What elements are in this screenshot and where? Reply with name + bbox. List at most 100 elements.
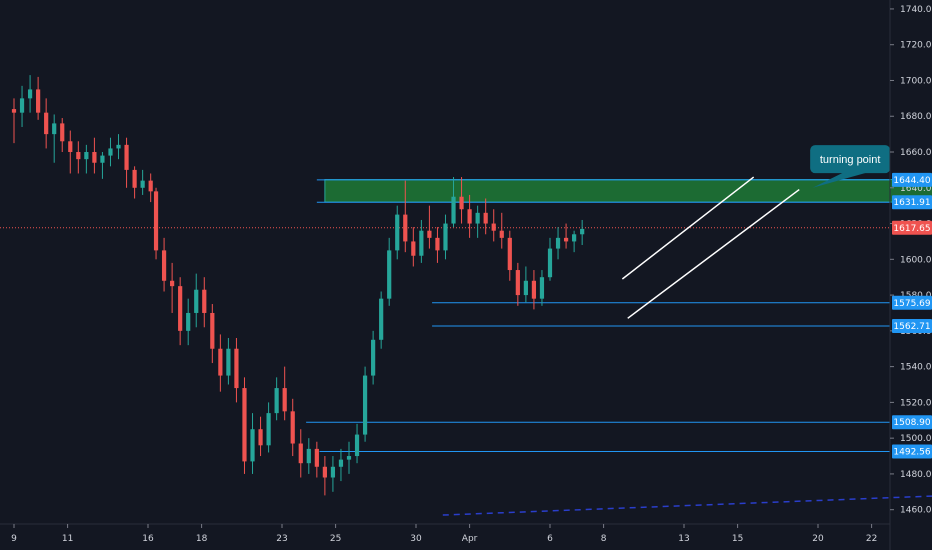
candle	[132, 166, 137, 199]
candle-body	[84, 152, 89, 160]
time-axis[interactable]: 9 11 16 18 23 25 30 Apr 6 8 13 15 20 22	[11, 524, 877, 544]
candle	[563, 223, 569, 249]
candle-body	[242, 388, 247, 462]
channel-lower-line[interactable]	[627, 188, 800, 319]
candle	[282, 366, 287, 421]
candle	[242, 377, 247, 474]
candle-body	[116, 144, 121, 149]
level-price-tag: 1562.71	[892, 319, 932, 334]
candle-body	[491, 223, 496, 231]
candle-body	[346, 456, 352, 460]
candle	[330, 456, 336, 492]
drawings-layer: turning point	[442, 145, 932, 516]
candle-body	[306, 448, 311, 464]
candle-body	[563, 237, 569, 242]
candle-body	[338, 459, 344, 467]
candle-body	[52, 123, 57, 135]
dashed-trendline[interactable]	[442, 486, 932, 516]
candle-body	[395, 214, 400, 251]
channel-upper-line[interactable]	[621, 176, 755, 280]
level-price-tag-text: 1492.56	[893, 447, 930, 457]
candle	[210, 304, 215, 364]
candle-body	[19, 98, 25, 113]
candle	[306, 438, 311, 474]
candle-body	[314, 448, 319, 467]
candle-body	[218, 348, 223, 376]
candle	[499, 212, 504, 249]
candle-body	[11, 109, 17, 113]
candle	[100, 152, 105, 179]
candle-body	[210, 312, 215, 349]
candle	[202, 277, 207, 328]
candle-body	[403, 214, 408, 242]
level-price-tag: 1492.56	[892, 444, 932, 459]
level-price-tag: 1575.69	[892, 295, 932, 310]
resistance-zone[interactable]	[324, 179, 932, 203]
level-price-tag-box	[892, 444, 932, 459]
price-tick-label: 1700.00	[900, 76, 932, 86]
candle	[153, 187, 159, 260]
candle	[68, 130, 73, 174]
candle-body	[555, 237, 561, 249]
candle-body	[148, 180, 153, 192]
candle-body	[186, 312, 191, 331]
candle-body	[580, 228, 585, 235]
level-price-tag-text: 1562.71	[893, 322, 930, 332]
candle-body	[387, 250, 392, 299]
candle	[19, 85, 25, 127]
candle	[362, 366, 368, 442]
price-tags-layer: 1644.40 1631.91 1575.69 1562.71 1508.90 1492.…	[892, 172, 932, 459]
candle-body	[140, 180, 145, 188]
price-tick-label: 1500.00	[900, 434, 932, 444]
candle	[124, 137, 129, 188]
candle-body	[459, 196, 464, 210]
candle-body	[547, 248, 553, 278]
candle	[580, 219, 585, 246]
candle	[547, 237, 553, 281]
candle	[371, 330, 376, 385]
candle-body	[44, 112, 49, 135]
candle-body	[362, 375, 368, 435]
candle-body	[572, 234, 577, 242]
candle-body	[330, 466, 336, 478]
level-price-tag-text: 1644.40	[893, 176, 930, 186]
candle	[387, 237, 392, 306]
candle-body	[435, 237, 440, 251]
candle	[483, 198, 488, 235]
candle	[507, 230, 512, 281]
level-price-tag: 1631.91	[892, 195, 932, 210]
candle	[379, 291, 384, 349]
turning-point-callout[interactable]: turning point	[810, 145, 891, 188]
candle	[60, 118, 65, 153]
candle-body	[443, 223, 448, 251]
candle	[322, 456, 327, 496]
candle-body	[266, 413, 271, 446]
candle-body	[108, 148, 113, 156]
price-tick-label: 1680.00	[900, 112, 932, 122]
candle-body	[68, 141, 73, 153]
candle-body	[100, 155, 105, 163]
candle	[92, 137, 97, 174]
candle-body	[27, 89, 33, 99]
candle	[298, 429, 303, 478]
level-price-tag-text: 1631.91	[893, 198, 930, 208]
price-tick-label: 1720.00	[900, 41, 932, 51]
candle	[523, 266, 528, 303]
candle-body	[178, 286, 183, 331]
candle	[161, 237, 167, 292]
candle-body	[419, 230, 424, 256]
candle	[44, 98, 49, 149]
date-tick-label: 15	[732, 534, 743, 544]
candle	[218, 334, 223, 392]
date-tick-label: Apr	[462, 534, 478, 544]
candle	[52, 114, 57, 163]
candle-body	[451, 196, 456, 224]
candle	[427, 205, 432, 249]
callout-text: turning point	[820, 154, 881, 166]
candle-body	[467, 209, 472, 224]
candle	[226, 338, 231, 385]
date-tick-label: 25	[330, 534, 341, 544]
candle	[170, 262, 175, 313]
